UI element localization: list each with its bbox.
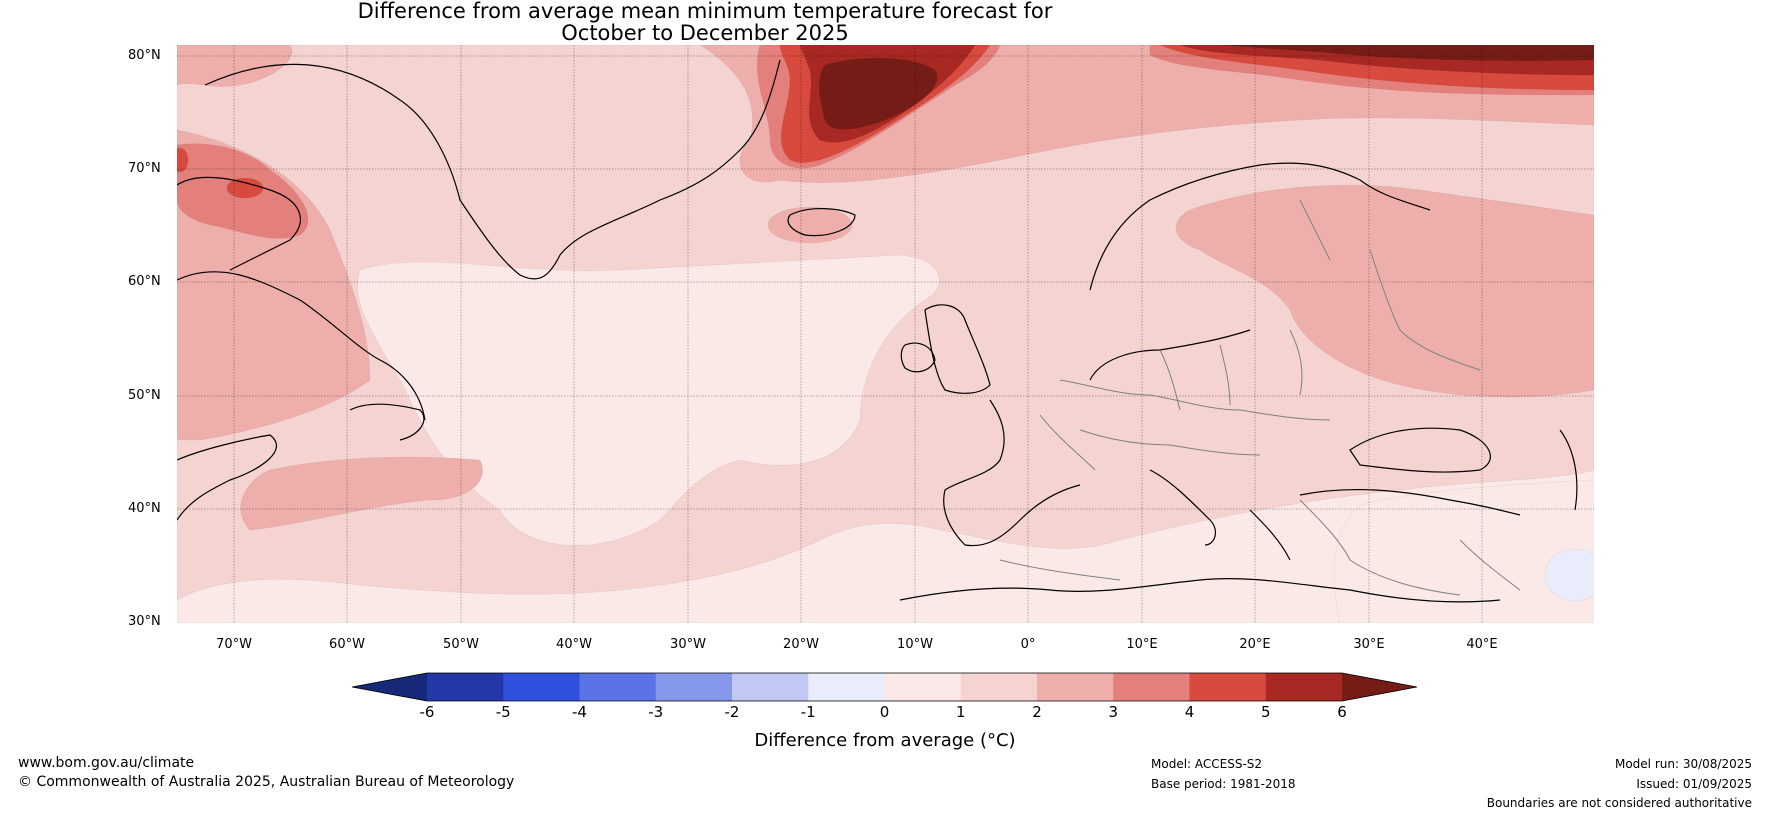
- coastline-norway: [1089, 162, 1431, 291]
- colorbar-tick-label: 0: [879, 703, 890, 721]
- anomaly-region-2-3-nw: [177, 45, 293, 87]
- colorbar-bin-3-to-4: [1113, 673, 1190, 701]
- lon-label-40w: 40°W: [556, 637, 592, 652]
- footer-base-period: Base period: 1981-2018: [1151, 777, 1296, 791]
- coastline-baffin: [177, 176, 301, 271]
- anomaly-region-over-6-ne: [1219, 45, 1594, 62]
- colorbar-bin--6-to--5: [427, 673, 504, 701]
- lon-label-20w: 20°W: [783, 637, 819, 652]
- footer-model-run: Model run: 30/08/2025: [1614, 757, 1752, 771]
- lat-label-50n: 50°N: [128, 388, 161, 403]
- lon-label-60w: 60°W: [329, 637, 365, 652]
- colorbar-tick-label: 2: [1032, 703, 1042, 721]
- coastline-greenland: [204, 59, 781, 280]
- colorbar-tick-label: -1: [800, 703, 816, 721]
- coastline-ireland: [900, 342, 936, 373]
- colorbar-tick-label: 4: [1184, 703, 1195, 721]
- coastline-iceland: [787, 207, 856, 237]
- colorbar-bin-4-to-5: [1189, 673, 1267, 701]
- lat-label-30n: 30°N: [128, 614, 161, 629]
- colorbar-tick-label: -3: [648, 703, 664, 721]
- lat-label-60n: 60°N: [128, 274, 161, 289]
- lat-label-40n: 40°N: [128, 501, 161, 516]
- colorbar-bin-5-to-6: [1265, 673, 1343, 701]
- colorbar-bin--1-to-0: [808, 673, 885, 701]
- lon-label-70w: 70°W: [216, 637, 252, 652]
- anomaly-region-minus1-0: [1544, 548, 1594, 602]
- colorbar-bin--4-to--3: [579, 673, 657, 701]
- colorbar-under-arrow: [352, 673, 427, 701]
- lon-label-50w: 50°W: [443, 637, 479, 652]
- anomaly-region-2-3-russia: [1175, 184, 1594, 398]
- colorbar-bin--5-to--4: [503, 673, 580, 701]
- colorbar-bin--2-to--1: [732, 673, 809, 701]
- title-line-2: October to December 2025: [561, 21, 849, 45]
- colorbar-bin-2-to-3: [1037, 673, 1114, 701]
- coastline-italy: [1149, 469, 1217, 546]
- graticule: [177, 45, 1594, 623]
- coastline-greece: [1249, 509, 1291, 561]
- footer-website: www.bom.gov.au/climate: [18, 755, 195, 771]
- anomaly-region-2-3-lab-sea: [240, 456, 483, 531]
- colorbar-tick-label: 5: [1260, 703, 1271, 721]
- coastline-north-africa: [899, 578, 1501, 603]
- colorbar-over-arrow: [1342, 673, 1417, 701]
- colorbar-bin-0-to-1: [884, 673, 962, 701]
- coastline-caspian: [1559, 429, 1578, 511]
- anomaly-region-over-6-greenland: [818, 57, 938, 130]
- lon-label-10e: 10°E: [1126, 637, 1158, 652]
- footer-model: Model: ACCESS-S2: [1151, 757, 1263, 771]
- colorbar-tick-label: 3: [1108, 703, 1119, 721]
- chart-title: Difference from average mean minimum tem…: [0, 0, 1410, 44]
- anomaly-region-4-5-edge: [177, 147, 189, 173]
- colorbar-bins: [427, 673, 1343, 701]
- colorbar-tick-label: -6: [419, 703, 435, 721]
- footer-issued: Issued: 01/09/2025: [1636, 777, 1752, 791]
- lon-label-40e: 40°E: [1466, 637, 1498, 652]
- colorbar-tick-label: -4: [572, 703, 587, 721]
- coastline-nova-scotia: [177, 434, 277, 521]
- lon-label-30e: 30°E: [1353, 637, 1385, 652]
- title-line-1: Difference from average mean minimum tem…: [357, 0, 1053, 23]
- lon-label-10w: 10°W: [897, 637, 933, 652]
- colorbar-bin-1-to-2: [960, 673, 1038, 701]
- lat-label-80n: 80°N: [128, 48, 161, 63]
- footer-disclaimer: Boundaries are not considered authoritat…: [1486, 796, 1752, 810]
- lat-label-70n: 70°N: [128, 161, 161, 176]
- lon-label-0: 0°: [1020, 637, 1036, 652]
- colorbar-label: Difference from average (°C): [754, 730, 1016, 751]
- colorbar-bin--3-to--2: [655, 673, 733, 701]
- footer-copyright: © Commonwealth of Australia 2025, Austra…: [18, 774, 515, 790]
- colorbar-tick-label: 6: [1337, 703, 1347, 721]
- coastline-newfoundland: [349, 403, 425, 441]
- country-borders: [999, 199, 1521, 596]
- anomaly-region-0-1-south: [177, 469, 1594, 623]
- coastline-turkey: [1299, 488, 1521, 516]
- coastline-britain: [924, 304, 991, 394]
- map-fill-layer: [177, 45, 1594, 623]
- colorbar-outline: [351, 672, 1418, 702]
- colorbar-tick-label: -2: [724, 703, 740, 721]
- coastline-labrador: [177, 271, 426, 421]
- lon-label-20e: 20°E: [1239, 637, 1271, 652]
- coastline-europe-west: [943, 399, 1081, 547]
- coastline-black-sea: [1349, 427, 1491, 473]
- colorbar-tick-label: 1: [955, 703, 966, 721]
- colorbar-tick-label: -5: [495, 703, 511, 721]
- lon-label-30w: 30°W: [670, 637, 706, 652]
